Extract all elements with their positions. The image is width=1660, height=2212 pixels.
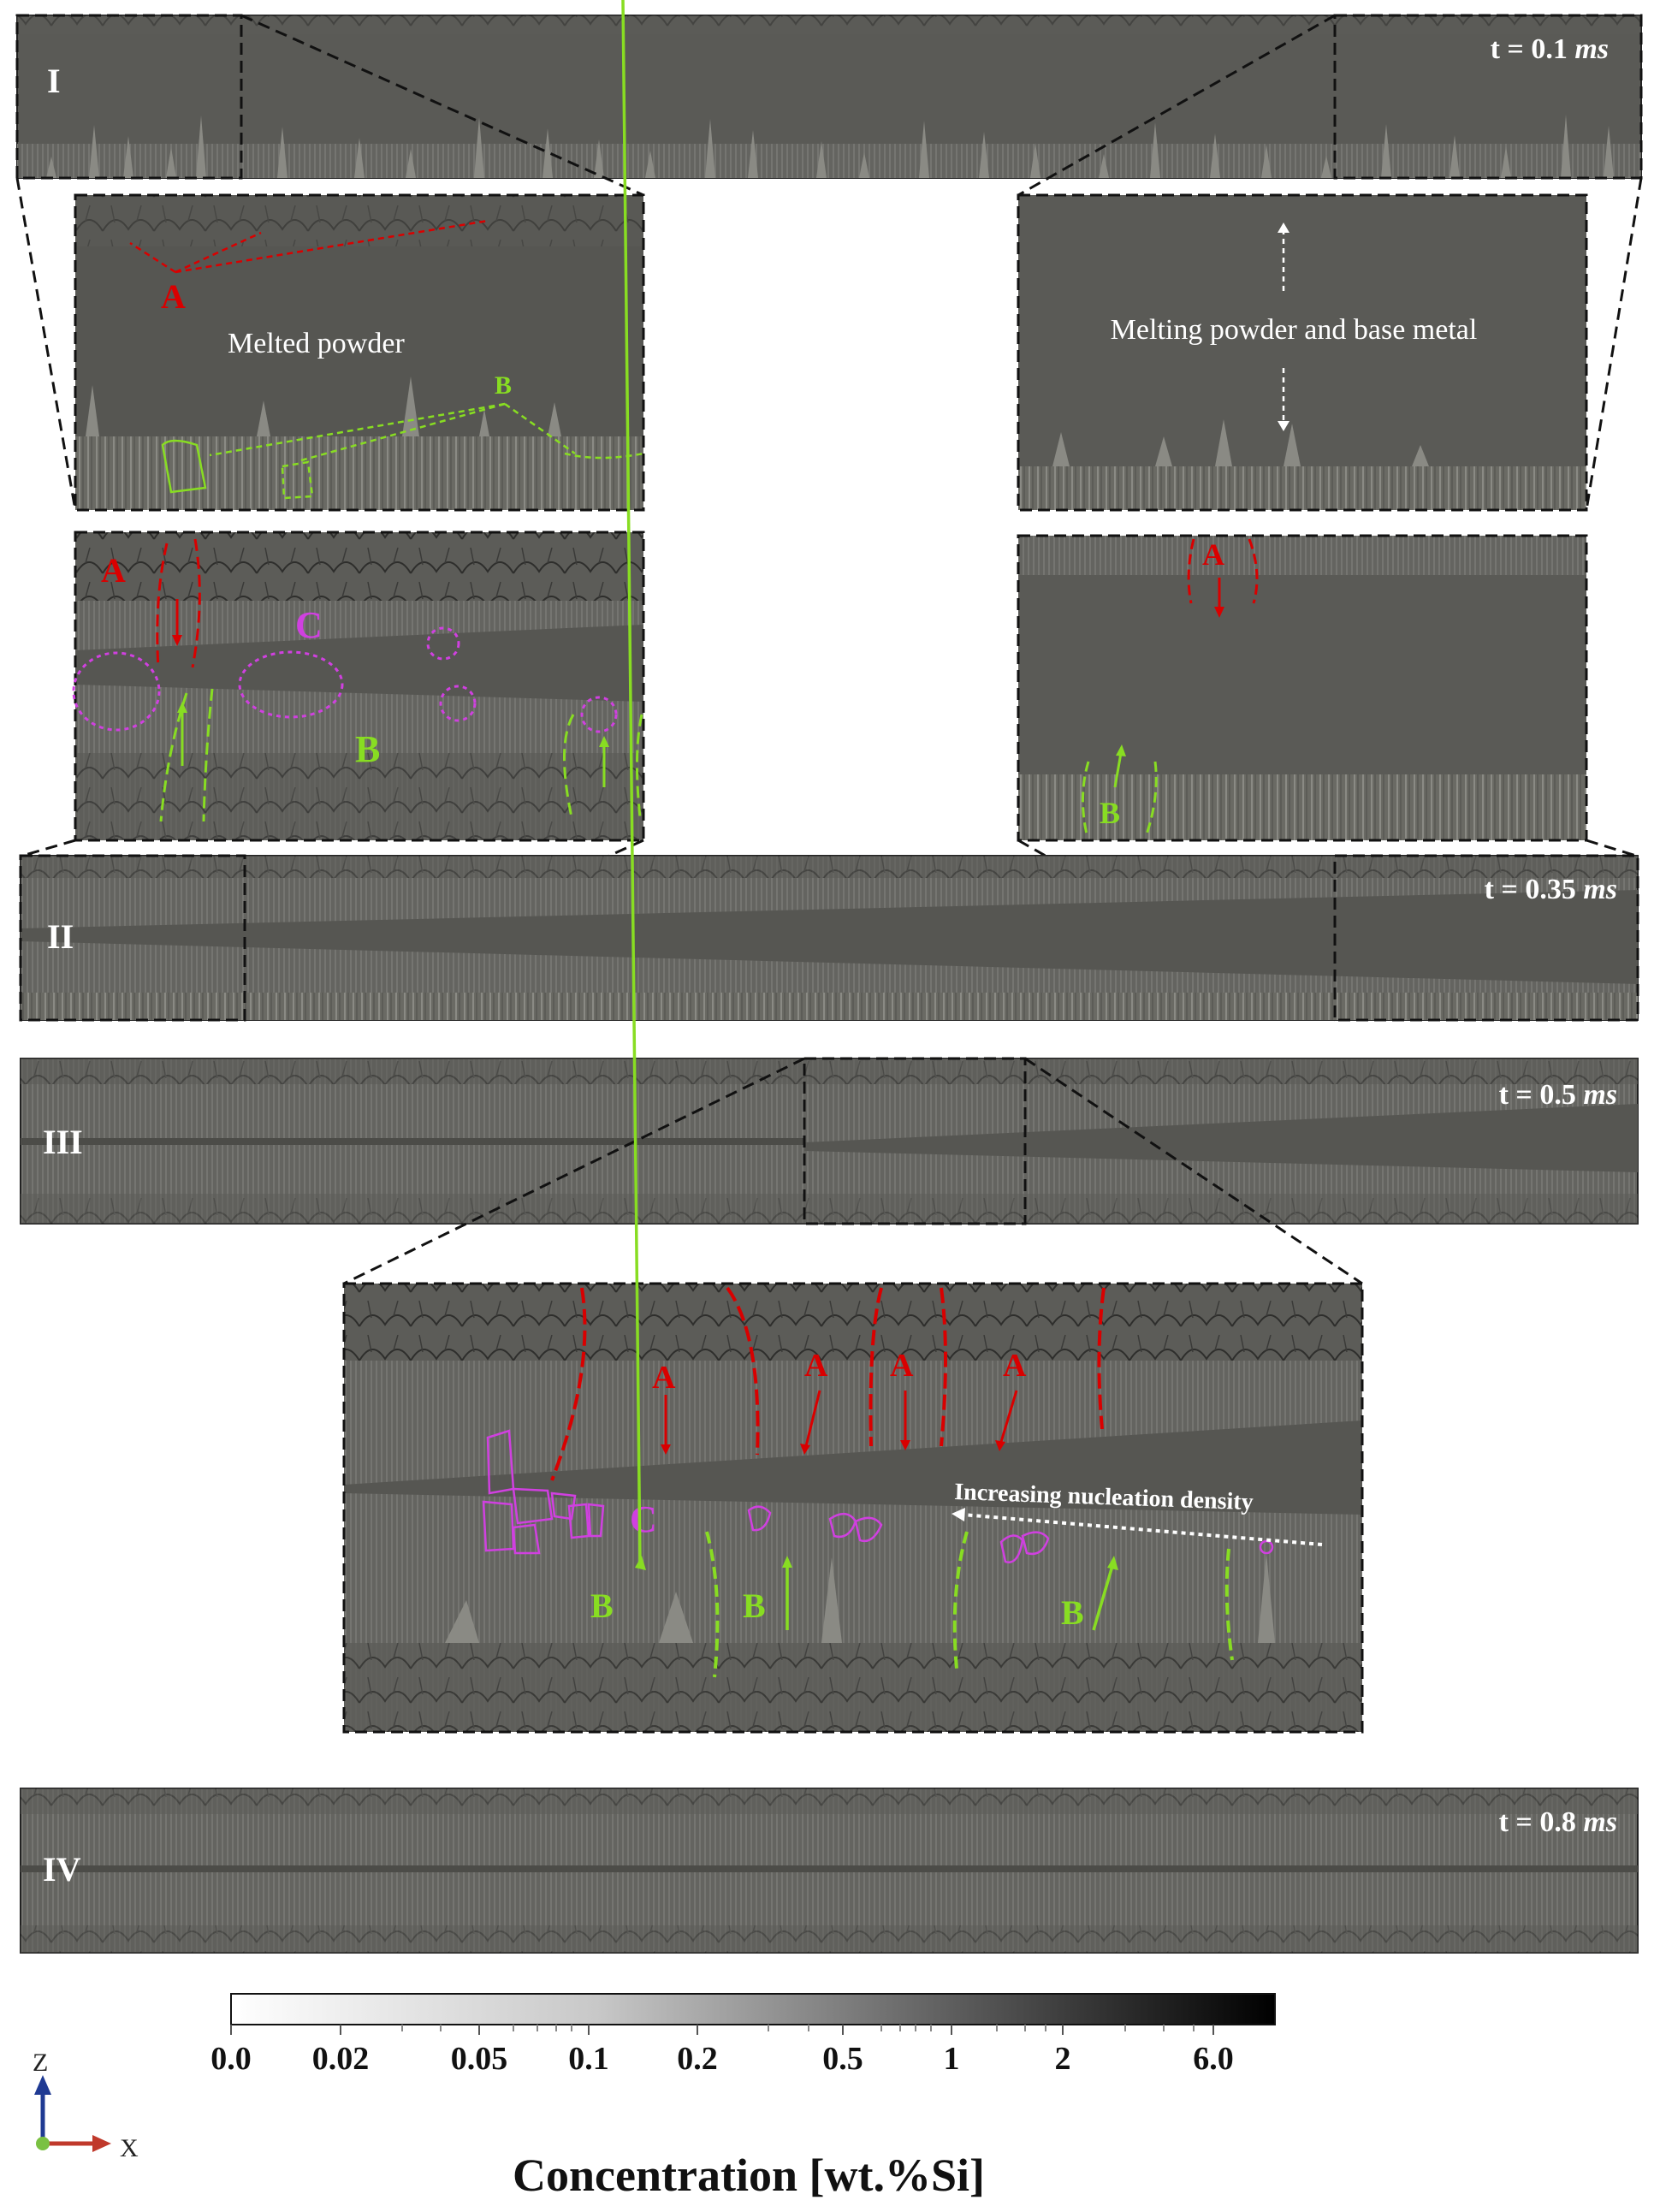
dendrite-spike <box>1150 122 1160 178</box>
dendrite-spike <box>1099 154 1109 178</box>
dendrite-spike <box>1210 133 1220 178</box>
dendrite-spike <box>46 157 56 178</box>
melted-powder-label: Melted powder <box>228 328 405 359</box>
dendrite-spike <box>1604 126 1614 178</box>
panel-I-zoom-right <box>1333 14 1643 180</box>
inset-I-left-spikes <box>86 377 561 436</box>
panel-III-time: t = 0.5 ms <box>1499 1079 1617 1111</box>
inset-I-left-annotation-A <box>129 219 489 274</box>
colorbar-gradient <box>230 1993 1276 2025</box>
inset-I-left-label-B: B <box>495 371 512 400</box>
colorbar-tick-label: 0.5 <box>822 2041 863 2077</box>
zoom-label-B1: B <box>590 1586 614 1625</box>
inset-I-left: A Melted powder B <box>74 193 645 512</box>
dendrite-spike <box>1321 156 1331 178</box>
panel-II: II t = 0.35 ms <box>19 854 1639 1022</box>
dendrite-spike <box>1381 124 1391 178</box>
zoom-label-A4: A <box>1003 1348 1027 1384</box>
inset-II-left-label-C: C <box>295 604 323 646</box>
dendrite-spike <box>816 141 827 178</box>
panel-III-connectors <box>343 1057 1363 1285</box>
panel-I-time: t = 0.1 ms <box>1491 33 1609 65</box>
zoom-label-B3: B <box>1061 1593 1084 1632</box>
zoom-label-A2: A <box>804 1348 828 1384</box>
panel-I: I t = 0.1 ms <box>15 14 1643 180</box>
inset-I-right: Melting powder and base metal <box>1017 193 1588 512</box>
dendrite-spike <box>979 132 989 178</box>
dendrite-spike <box>748 130 758 178</box>
colorbar-tick-label: 2 <box>1055 2041 1071 2077</box>
dendrite-spike <box>1450 135 1460 178</box>
panel-I-bottom-layer <box>17 144 1641 178</box>
dendrite-spike <box>1561 115 1571 178</box>
inset-III-zoom: A A A A C <box>342 0 1364 1734</box>
panel-II-label: II <box>47 917 74 956</box>
colorbar-title: Concentration [wt.%Si] <box>513 2150 985 2201</box>
panel-I-zoom-left <box>15 14 243 180</box>
zoom-label-C: C <box>630 1498 657 1540</box>
panel-IV: IV t = 0.8 ms <box>20 1788 1639 1954</box>
dendrite-spike <box>1261 145 1272 178</box>
dendrite-spike <box>166 147 176 178</box>
panel-I-top-powder <box>17 15 1641 34</box>
colorbar-tick-label: 0.05 <box>451 2041 508 2077</box>
colorbar-tick-label: 0.1 <box>568 2041 609 2077</box>
colorbar-tick-labels: 0.0 0.02 0.05 0.1 0.2 0.5 1 2 6.0 <box>210 2025 1234 2077</box>
dendrite-spike <box>542 128 553 178</box>
dendrite-spike <box>859 152 869 178</box>
colorbar: 0.0 0.02 0.05 0.1 0.2 0.5 1 2 6.0 Concentration … <box>210 1993 1276 2201</box>
axis-z-label: Z <box>33 2049 48 2077</box>
melting-powder-label: Melting powder and base metal <box>1111 314 1478 346</box>
inset-II-right-label-A: A <box>1202 537 1224 572</box>
colorbar-tick-label: 1 <box>944 2041 960 2077</box>
dendrite-spike <box>705 119 715 178</box>
dendrite-spike <box>89 125 99 178</box>
inset-I-left-annotation-B <box>161 402 644 500</box>
dendrite-spike <box>1030 143 1040 178</box>
panel-IV-time: t = 0.8 ms <box>1499 1806 1617 1838</box>
colorbar-tick-label: 6.0 <box>1193 2041 1234 2077</box>
inset-II-right-label-B: B <box>1100 796 1120 830</box>
colorbar-tick-label: 0.0 <box>210 2041 252 2077</box>
dendrite-spike <box>196 116 206 178</box>
dendrite-spike <box>594 139 604 178</box>
panel-I-connectors <box>15 14 1643 511</box>
panel-III: III t = 0.5 ms <box>20 1057 1639 1225</box>
colorbar-tick-label: 0.02 <box>312 2041 370 2077</box>
dendrite-spike <box>645 151 655 178</box>
axes-triad: Z X <box>33 2049 139 2162</box>
inset-II-left-label-B: B <box>355 728 380 770</box>
zoom-label-B2: B <box>743 1586 766 1625</box>
dendrite-spike <box>123 136 133 178</box>
dendrite-spike <box>474 117 484 178</box>
zoom-label-A1: A <box>652 1360 676 1396</box>
panel-II-time: t = 0.35 ms <box>1485 874 1617 905</box>
zoom-label-A3: A <box>890 1348 914 1384</box>
colorbar-minor-ticks <box>401 2025 1195 2031</box>
panel-IV-label: IV <box>43 1850 81 1889</box>
dendrite-spike <box>919 121 929 178</box>
inset-I-left-label-A: A <box>161 277 186 316</box>
inset-II-right: A B <box>1017 534 1588 842</box>
dendrite-spike <box>277 127 288 178</box>
panel-I-spikes <box>46 115 1614 178</box>
inset-II-left: A C B <box>72 531 645 842</box>
dendrite-spike <box>406 149 416 178</box>
axis-x-label: X <box>120 2134 139 2162</box>
inset-II-left-label-A: A <box>101 551 126 590</box>
panel-I-label: I <box>47 62 61 100</box>
colorbar-tick-label: 0.2 <box>677 2041 718 2077</box>
panel-III-label: III <box>43 1123 83 1161</box>
dendrite-spike <box>354 138 365 178</box>
dendrite-spike <box>1501 146 1511 178</box>
